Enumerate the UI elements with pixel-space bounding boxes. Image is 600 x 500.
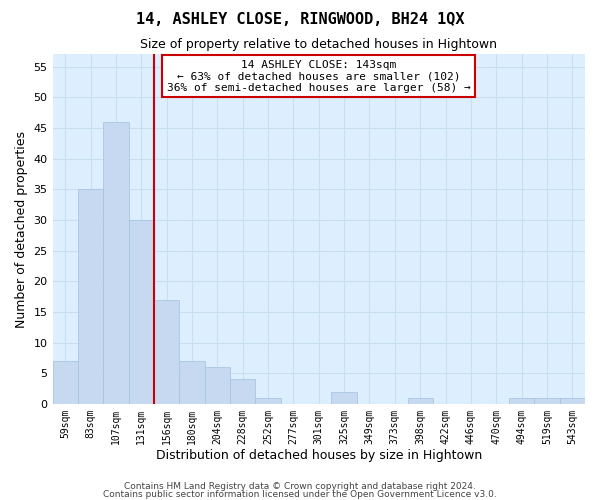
Title: Size of property relative to detached houses in Hightown: Size of property relative to detached ho…	[140, 38, 497, 51]
Y-axis label: Number of detached properties: Number of detached properties	[15, 130, 28, 328]
Bar	[154, 300, 179, 404]
Text: Contains HM Land Registry data © Crown copyright and database right 2024.: Contains HM Land Registry data © Crown c…	[124, 482, 476, 491]
Bar	[205, 367, 230, 404]
Bar	[179, 361, 205, 404]
Bar	[509, 398, 534, 404]
Bar	[78, 190, 103, 404]
Bar	[560, 398, 585, 404]
Bar	[53, 361, 78, 404]
Bar	[331, 392, 357, 404]
Text: 14, ASHLEY CLOSE, RINGWOOD, BH24 1QX: 14, ASHLEY CLOSE, RINGWOOD, BH24 1QX	[136, 12, 464, 28]
Bar	[103, 122, 128, 404]
Bar	[256, 398, 281, 404]
Bar	[230, 380, 256, 404]
Bar	[407, 398, 433, 404]
Bar	[534, 398, 560, 404]
Text: Contains public sector information licensed under the Open Government Licence v3: Contains public sector information licen…	[103, 490, 497, 499]
Text: 14 ASHLEY CLOSE: 143sqm
← 63% of detached houses are smaller (102)
36% of semi-d: 14 ASHLEY CLOSE: 143sqm ← 63% of detache…	[167, 60, 470, 93]
X-axis label: Distribution of detached houses by size in Hightown: Distribution of detached houses by size …	[155, 450, 482, 462]
Bar	[128, 220, 154, 404]
